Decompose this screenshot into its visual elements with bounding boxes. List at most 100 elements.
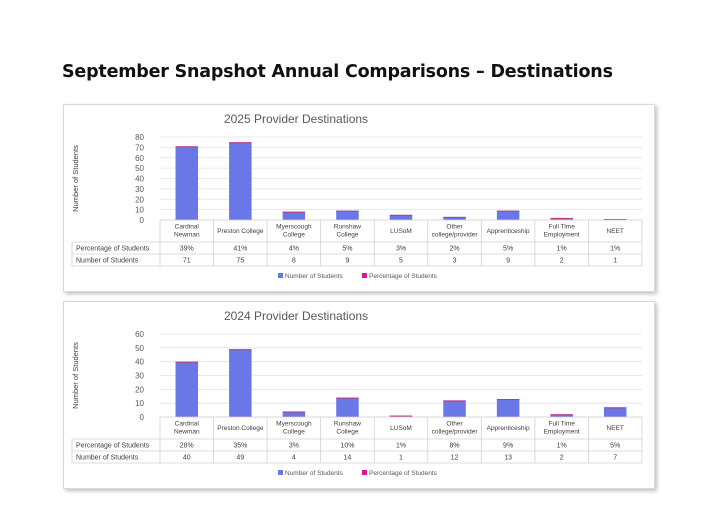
y-tick-label: 60: [135, 154, 144, 163]
legend-label: Percentage of Students: [369, 273, 438, 280]
table-cell: 9: [506, 258, 510, 265]
x-category-label: Employment: [544, 429, 580, 436]
x-category-label: Newman: [174, 429, 200, 436]
chart-2025-provider-destinations: 2025 Provider Destinations Number of Stud…: [63, 104, 655, 292]
table-cell: 9: [345, 258, 349, 265]
table-cell: 4%: [289, 246, 299, 253]
x-category-label: LUSoM: [390, 228, 412, 235]
table-cell: 12: [451, 455, 459, 462]
table-cell: 1%: [557, 246, 567, 253]
table-cell: 40: [183, 455, 191, 462]
bar-top-segment: [175, 361, 199, 363]
table-cell: 3%: [289, 443, 299, 450]
table-cell: 4: [292, 455, 296, 462]
bar-top-segment: [550, 217, 573, 219]
y-tick-label: 20: [135, 195, 144, 204]
bar: [229, 349, 252, 417]
table-cell: 1: [613, 258, 617, 265]
x-category-label: college/provider: [432, 429, 479, 436]
bar-top-segment: [336, 210, 359, 212]
table-cell: 5%: [610, 443, 620, 450]
legend-label: Number of Students: [285, 273, 344, 280]
table-cell: 75: [236, 258, 244, 265]
bar-top-segment: [282, 211, 306, 213]
legend-swatch-percentage: [362, 470, 367, 475]
y-axis-label: Number of Students: [71, 342, 80, 409]
bar: [175, 361, 199, 417]
x-category-label: Myerscough: [276, 421, 312, 428]
chart-title: 2025 Provider Destinations: [224, 112, 368, 126]
table-cell: 14: [344, 455, 352, 462]
y-tick-label: 0: [140, 413, 145, 422]
bar-top-segment: [389, 214, 413, 216]
table-cell: 7: [613, 455, 617, 462]
x-category-label: Other: [446, 421, 463, 428]
y-tick-label: 80: [135, 133, 144, 142]
bar: [282, 411, 306, 417]
chart-2024-svg: 2024 Provider Destinations Number of Stud…: [71, 309, 643, 477]
legend-label: Percentage of Students: [369, 470, 438, 477]
chart-2025-svg: 2025 Provider Destinations Number of Stud…: [71, 112, 643, 280]
y-tick-label: 70: [135, 143, 144, 152]
table-row-header: Percentage of Students: [76, 246, 150, 253]
bar: [389, 214, 413, 220]
bar-top-segment: [603, 407, 627, 409]
chart-2024-provider-destinations: 2024 Provider Destinations Number of Stud…: [63, 301, 655, 489]
bar: [550, 414, 573, 417]
table-cell: 13: [504, 455, 512, 462]
bar: [282, 211, 306, 220]
bar-top-segment: [496, 210, 520, 212]
y-tick-label: 40: [135, 175, 144, 184]
table-cell: 1%: [396, 443, 406, 450]
x-category-label: Preston College: [217, 228, 264, 235]
table-cell: 1: [399, 455, 403, 462]
y-tick-label: 60: [135, 330, 144, 339]
table-cell: 35%: [233, 443, 247, 450]
x-category-label: Other: [446, 224, 463, 231]
legend-label: Number of Students: [285, 470, 344, 477]
table-cell: 39%: [180, 246, 194, 253]
x-category-label: Newman: [174, 232, 200, 239]
y-tick-label: 50: [135, 344, 144, 353]
y-tick-label: 10: [135, 206, 144, 215]
y-tick-label: 30: [135, 185, 144, 194]
x-category-label: Runshaw: [334, 421, 361, 428]
bar: [550, 217, 573, 220]
table-cell: 8: [292, 258, 296, 265]
bar-top-segment: [175, 146, 199, 148]
y-tick-label: 50: [135, 164, 144, 173]
x-category-label: Cardinal: [175, 224, 200, 231]
table-cell: 49: [236, 455, 244, 462]
x-category-label: college/provider: [432, 232, 479, 239]
x-category-label: NEET: [607, 425, 624, 432]
table-cell: 28%: [180, 443, 194, 450]
table-cell: 2: [560, 258, 564, 265]
bar: [603, 407, 627, 417]
slide-title: September Snapshot Annual Comparisons – …: [62, 62, 613, 82]
bar: [443, 400, 466, 417]
chart-title: 2024 Provider Destinations: [224, 309, 368, 323]
x-category-label: Cardinal: [175, 421, 200, 428]
y-axis-label: Number of Students: [71, 145, 80, 212]
x-category-label: Full Time: [548, 224, 575, 231]
x-category-label: Myerscough: [276, 224, 312, 231]
bar-top-segment: [443, 400, 466, 402]
table-cell: 5%: [342, 246, 352, 253]
bar-top-segment: [282, 411, 306, 413]
bar-top-segment: [443, 216, 466, 218]
x-category-label: Runshaw: [334, 224, 361, 231]
table-cell: 10%: [340, 443, 354, 450]
x-category-label: College: [283, 429, 305, 436]
x-category-label: Full Time: [548, 421, 575, 428]
bar: [496, 399, 520, 417]
y-tick-label: 40: [135, 358, 144, 367]
bar-top-segment: [229, 349, 252, 351]
bar: [175, 146, 199, 220]
bar-top-segment: [603, 218, 627, 220]
y-tick-label: 30: [135, 372, 144, 381]
table-cell: 5%: [503, 246, 513, 253]
x-category-label: Apprenticeship: [487, 228, 530, 235]
bar-top-segment: [389, 415, 413, 417]
legend-swatch-number: [278, 470, 283, 475]
y-tick-label: 20: [135, 385, 144, 394]
